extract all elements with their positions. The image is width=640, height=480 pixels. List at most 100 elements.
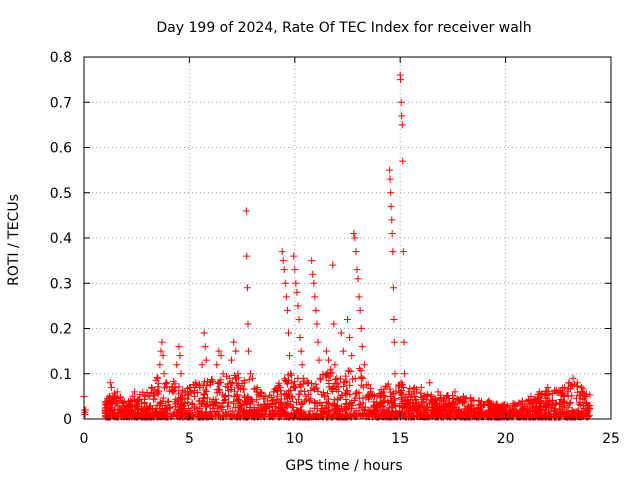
band-point — [333, 401, 341, 409]
band-point — [268, 412, 276, 420]
band-point — [579, 389, 587, 397]
band-point — [551, 400, 559, 408]
band-point — [448, 399, 456, 407]
band-point — [548, 390, 556, 398]
band-point — [243, 406, 251, 414]
band-point — [304, 379, 312, 387]
data-point — [569, 374, 577, 382]
data-point — [280, 266, 288, 274]
band-point — [351, 374, 359, 382]
band-point — [555, 387, 563, 395]
x-tick-label: 5 — [185, 431, 194, 447]
band-point — [387, 388, 395, 396]
band-point — [544, 403, 552, 411]
band-point — [134, 409, 142, 417]
band-point — [213, 389, 221, 397]
band-point — [288, 403, 296, 411]
band-point — [129, 392, 137, 400]
band-point — [575, 410, 583, 418]
band-point — [265, 402, 273, 410]
data-point — [577, 383, 585, 391]
band-point — [436, 410, 444, 418]
band-point — [131, 406, 139, 414]
band-point — [249, 412, 257, 420]
data-points — [80, 71, 594, 418]
dense-data-band — [101, 365, 594, 421]
band-point — [579, 395, 587, 403]
band-point — [380, 397, 388, 405]
band-point — [325, 407, 333, 415]
band-point — [416, 407, 424, 415]
data-point — [344, 315, 351, 323]
data-point — [310, 279, 318, 287]
band-point — [329, 384, 337, 392]
band-point — [224, 402, 232, 410]
band-point — [171, 398, 179, 406]
data-point — [330, 320, 338, 328]
band-point — [449, 405, 457, 413]
band-point — [391, 395, 399, 403]
band-point — [446, 413, 454, 421]
data-point — [405, 388, 413, 396]
data-point — [215, 347, 223, 355]
band-point — [162, 402, 170, 410]
band-point — [490, 400, 498, 408]
band-point — [288, 379, 296, 387]
data-point — [325, 356, 333, 364]
band-point — [377, 392, 385, 400]
band-point — [427, 393, 435, 401]
band-point — [355, 401, 363, 409]
band-point — [542, 394, 550, 402]
data-point — [122, 401, 130, 409]
data-point — [242, 207, 250, 215]
band-point — [586, 391, 594, 399]
band-point — [154, 383, 162, 391]
band-point — [378, 410, 386, 418]
band-point — [161, 406, 169, 414]
band-point — [211, 399, 219, 407]
band-point — [219, 391, 227, 399]
data-point — [291, 266, 299, 274]
band-point — [345, 367, 353, 375]
data-point — [337, 329, 345, 337]
band-point — [194, 388, 202, 396]
band-point — [424, 392, 432, 400]
data-point — [354, 275, 362, 283]
band-point — [312, 412, 320, 420]
band-point — [548, 401, 556, 409]
y-tick-label: 0.2 — [50, 322, 72, 338]
band-point — [402, 393, 410, 401]
band-point — [456, 395, 464, 403]
band-point — [150, 395, 158, 403]
band-point — [324, 390, 332, 398]
band-point — [346, 381, 354, 389]
data-point — [502, 406, 510, 414]
data-point — [228, 356, 236, 364]
band-point — [554, 413, 562, 421]
data-point — [355, 293, 363, 301]
band-point — [287, 371, 295, 379]
band-point — [509, 400, 517, 408]
band-point — [113, 388, 121, 396]
data-point — [244, 347, 252, 355]
data-point — [397, 76, 405, 84]
band-point — [316, 399, 324, 407]
data-point — [311, 293, 319, 301]
band-point — [296, 406, 304, 414]
data-point — [290, 252, 298, 260]
band-point — [485, 402, 493, 410]
band-point — [531, 395, 539, 403]
band-point — [117, 394, 125, 402]
data-point — [126, 397, 134, 405]
band-point — [284, 400, 292, 408]
band-point — [198, 409, 206, 417]
data-point — [176, 352, 184, 360]
data-point — [348, 352, 356, 360]
band-point — [318, 413, 326, 421]
band-point — [227, 383, 235, 391]
band-point — [140, 405, 148, 413]
y-tick-label: 0.7 — [50, 95, 72, 111]
band-point — [161, 384, 169, 392]
band-point — [417, 393, 425, 401]
band-point — [253, 396, 261, 404]
